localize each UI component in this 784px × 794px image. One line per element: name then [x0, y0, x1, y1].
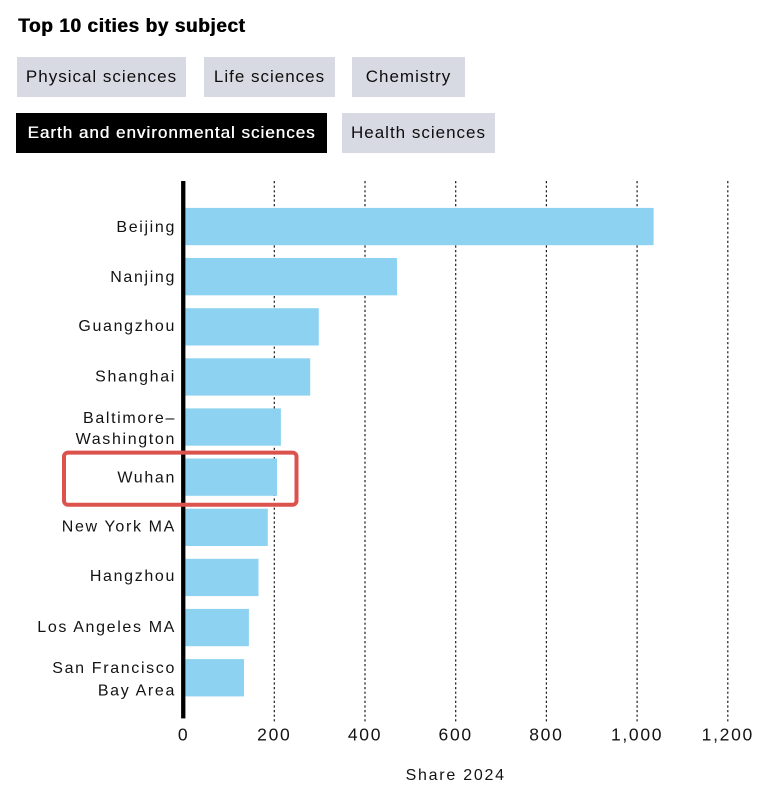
- svg-text:Los Angeles MA: Los Angeles MA: [37, 619, 176, 636]
- svg-text:Hangzhou: Hangzhou: [90, 568, 176, 585]
- svg-text:Bay Area: Bay Area: [98, 682, 176, 699]
- svg-text:600: 600: [439, 725, 473, 745]
- svg-text:Share 2024: Share 2024: [406, 767, 506, 784]
- svg-text:Washington: Washington: [76, 431, 176, 448]
- svg-text:Shanghai: Shanghai: [95, 368, 176, 385]
- svg-text:Baltimore–: Baltimore–: [83, 410, 176, 427]
- svg-text:New York MA: New York MA: [62, 519, 176, 536]
- svg-text:800: 800: [529, 725, 563, 745]
- svg-text:Nanjing: Nanjing: [110, 269, 176, 286]
- svg-text:San Francisco: San Francisco: [52, 660, 176, 677]
- svg-text:200: 200: [257, 725, 291, 745]
- svg-text:1,000: 1,000: [611, 725, 663, 745]
- svg-text:Wuhan: Wuhan: [117, 470, 176, 487]
- svg-text:Beijing: Beijing: [116, 219, 176, 236]
- svg-text:0: 0: [178, 725, 189, 745]
- svg-text:Guangzhou: Guangzhou: [78, 318, 176, 335]
- svg-text:400: 400: [348, 725, 382, 745]
- svg-text:1,200: 1,200: [702, 725, 754, 745]
